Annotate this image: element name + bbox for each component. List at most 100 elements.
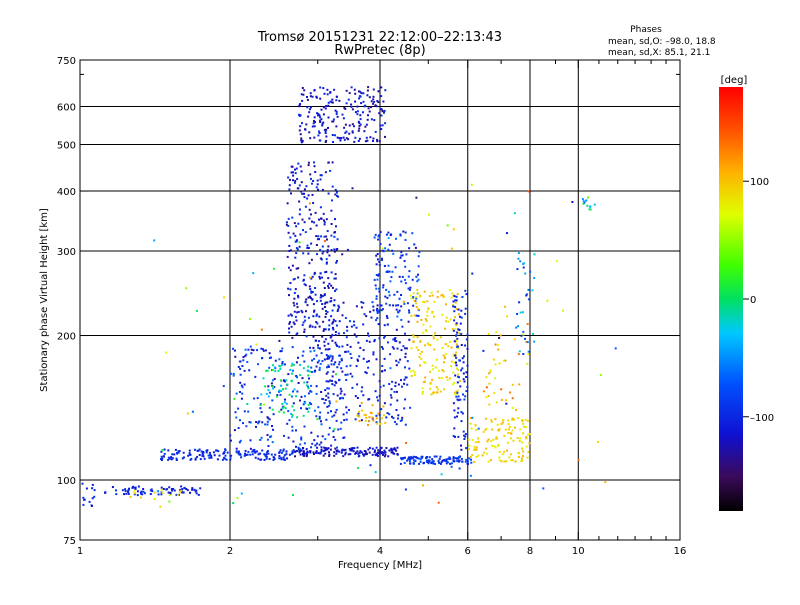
data-point (137, 485, 140, 488)
data-point (115, 489, 117, 492)
data-point (452, 402, 455, 405)
data-point (387, 341, 389, 344)
data-point (400, 349, 403, 352)
data-point (388, 413, 391, 416)
data-point (402, 300, 405, 303)
data-point (295, 225, 298, 228)
data-point (173, 489, 176, 492)
data-point (131, 486, 134, 489)
data-point (517, 257, 520, 260)
data-point (516, 268, 519, 271)
data-point (422, 300, 424, 303)
data-point (445, 460, 448, 463)
data-point (182, 491, 185, 494)
data-point (404, 352, 407, 355)
data-point (299, 449, 302, 452)
data-point (424, 329, 427, 332)
data-point (264, 385, 267, 388)
data-point (240, 397, 243, 400)
data-point (455, 340, 457, 343)
data-point (495, 436, 498, 439)
data-point (298, 213, 301, 216)
colorbar (719, 87, 743, 511)
data-point (387, 455, 390, 458)
data-point (325, 235, 328, 238)
data-point (289, 249, 292, 252)
data-point (382, 384, 385, 387)
data-point (386, 412, 389, 415)
data-point (205, 451, 208, 454)
data-point (333, 299, 336, 302)
data-point (311, 193, 314, 196)
data-point (339, 387, 342, 390)
data-point (351, 130, 354, 133)
data-point (453, 295, 456, 298)
data-point (235, 416, 238, 419)
data-point (263, 453, 266, 456)
data-point (365, 339, 368, 342)
data-point (259, 407, 262, 410)
data-point (357, 129, 360, 132)
data-point (321, 435, 324, 438)
data-point (443, 361, 445, 364)
data-point (463, 434, 465, 437)
data-point (526, 341, 529, 344)
data-point (285, 379, 288, 382)
data-point (302, 451, 305, 454)
data-point (394, 420, 396, 423)
data-point (348, 92, 351, 95)
data-point (319, 174, 322, 177)
data-point (487, 438, 490, 441)
data-point (319, 362, 322, 365)
data-point (318, 238, 320, 241)
data-point (331, 357, 334, 360)
data-point (358, 122, 361, 124)
data-point (328, 282, 331, 285)
data-point (511, 417, 514, 420)
data-point (324, 141, 327, 143)
data-point (213, 454, 216, 457)
data-point (587, 196, 589, 199)
data-point (303, 89, 306, 92)
data-point (329, 169, 332, 172)
data-point (319, 296, 322, 299)
data-point (241, 386, 244, 389)
data-point (395, 409, 398, 411)
data-point (141, 493, 144, 496)
data-point (297, 267, 300, 270)
data-point (345, 102, 348, 105)
data-point (529, 270, 532, 273)
data-point (363, 105, 366, 108)
data-point (582, 202, 585, 205)
data-point (302, 403, 305, 406)
data-point (259, 438, 262, 441)
data-point (439, 462, 442, 465)
data-point (306, 244, 309, 247)
data-point (403, 378, 406, 381)
data-point (139, 496, 142, 499)
data-point (386, 317, 389, 319)
data-point (336, 136, 339, 139)
data-point (298, 184, 301, 187)
data-point (304, 205, 307, 208)
data-point (430, 462, 433, 465)
data-point (347, 453, 350, 456)
data-point (521, 455, 524, 458)
data-point (453, 361, 456, 364)
data-point (461, 357, 464, 360)
data-point (349, 364, 352, 367)
data-point (334, 277, 337, 280)
data-point (390, 396, 393, 399)
data-point (385, 447, 388, 449)
data-point (291, 165, 294, 168)
data-point (438, 376, 441, 379)
data-point (380, 309, 383, 312)
data-point (465, 447, 468, 450)
data-point (456, 411, 459, 414)
data-point (330, 271, 333, 274)
data-point (405, 253, 408, 256)
data-point (323, 92, 326, 95)
data-point (458, 456, 461, 459)
data-point (377, 235, 380, 238)
data-point (271, 425, 273, 427)
